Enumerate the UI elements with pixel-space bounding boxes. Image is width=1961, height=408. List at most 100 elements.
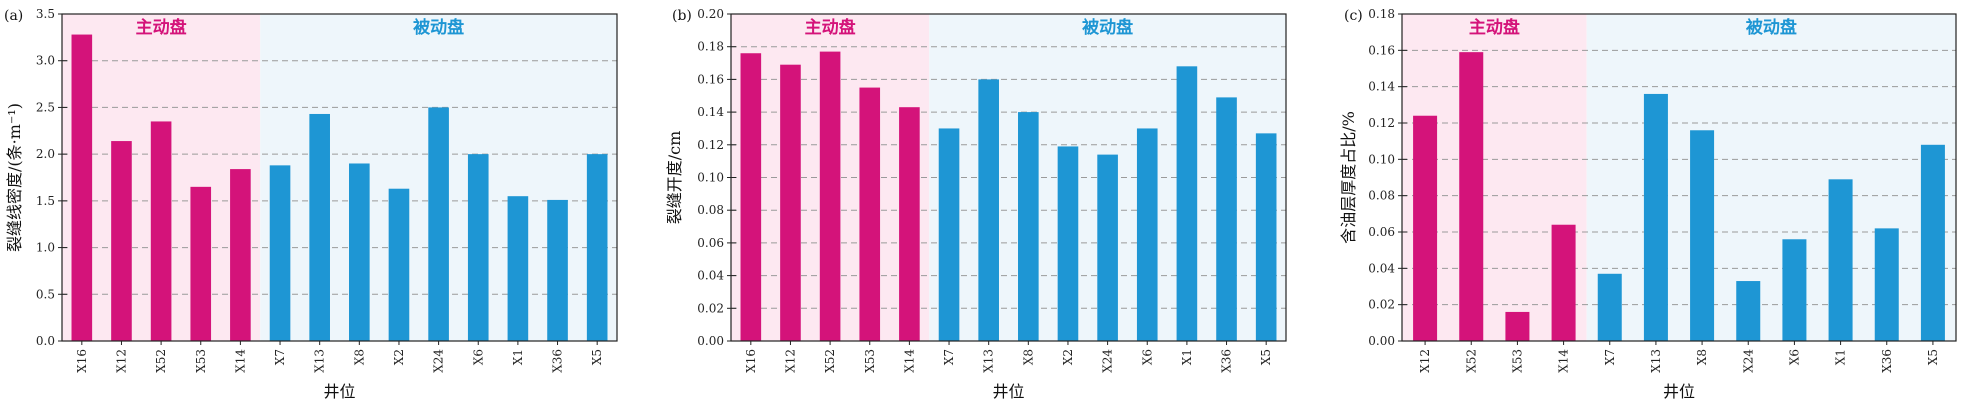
bar-X12: [1413, 115, 1438, 341]
y-tick-label: 0.00: [697, 334, 724, 348]
x-axis-title: 井位: [1663, 382, 1695, 401]
x-tick-label: X53: [194, 349, 208, 373]
bar-X24: [428, 107, 449, 341]
y-tick-label: 0.04: [1368, 261, 1395, 275]
y-tick-label: 1.5: [36, 194, 55, 208]
y-tick-label: 0.16: [697, 72, 724, 86]
bar-X6: [467, 154, 489, 341]
y-tick-label: 1.0: [36, 241, 55, 255]
x-tick-label: X5: [590, 349, 604, 365]
bar-X1: [507, 196, 529, 341]
y-axis-title: 含油层厚度占比/%: [1339, 111, 1358, 244]
bar-X16: [71, 34, 93, 341]
y-tick-label: 0.00: [1368, 334, 1395, 348]
y-tick-label: 0.5: [36, 287, 55, 301]
x-tick-label: X36: [1880, 349, 1894, 373]
chart-panel-1: 0.0 0.5 1.0 1.5 2.0 2.5 3.0 3.5 X16 X12 X52 X53 X14 X…: [4, 7, 618, 401]
active-region-label: 主动盘: [136, 17, 187, 38]
y-tick-label: 0.10: [697, 171, 724, 185]
bar-X8: [349, 163, 370, 341]
bar-X7: [938, 128, 960, 341]
bar-X7: [269, 165, 291, 341]
active-region-label: 主动盘: [805, 17, 856, 38]
bar-X14: [1551, 224, 1576, 341]
passive-region-label: 被动盘: [1082, 17, 1133, 38]
x-tick-label: X53: [863, 349, 877, 373]
bar-X36: [1874, 228, 1899, 341]
bar-X12: [780, 64, 801, 341]
bar-X52: [1459, 52, 1484, 342]
bar-X13: [1643, 93, 1668, 341]
x-tick-label: X12: [1418, 349, 1432, 373]
y-axis-title: 裂缝开度/cm: [665, 131, 684, 225]
bar-X5: [1920, 144, 1945, 341]
y-tick-label: 0.12: [1368, 116, 1395, 130]
y-tick-label: 0.14: [1368, 80, 1395, 94]
x-tick-label: X1: [1180, 349, 1194, 365]
bar-X12: [111, 141, 132, 341]
y-tick-label: 0.08: [697, 203, 724, 217]
y-axis-title: 裂缝线密度/(条·m⁻¹): [5, 103, 24, 252]
y-tick-label: 0.10: [1368, 152, 1395, 166]
x-tick-label: X2: [392, 349, 406, 365]
panel-label: (a): [4, 8, 23, 24]
x-tick-label: X53: [1510, 349, 1524, 373]
y-tick-label: 2.5: [36, 100, 55, 114]
x-tick-label: X7: [1603, 349, 1617, 365]
y-tick-label: 3.0: [36, 54, 55, 68]
x-tick-label: X16: [75, 349, 89, 373]
x-tick-label: X2: [1061, 349, 1075, 365]
bar-X6: [1782, 239, 1807, 341]
x-tick-label: X36: [1220, 349, 1234, 373]
y-tick-label: 0.08: [1368, 189, 1395, 203]
y-tick-label: 0.12: [697, 138, 724, 152]
bar-X7: [1597, 273, 1622, 341]
y-tick-label: 0.06: [1368, 225, 1395, 239]
bar-X1: [1828, 179, 1853, 341]
x-tick-label: X13: [313, 349, 327, 373]
x-tick-label: X8: [352, 349, 366, 365]
y-tick-label: 0.06: [697, 236, 724, 250]
panel-label: (b): [672, 8, 692, 24]
x-tick-label: X13: [1649, 349, 1663, 373]
bar-X14: [230, 169, 251, 341]
panel-label: (c): [1344, 8, 1363, 24]
x-tick-label: X6: [1140, 349, 1154, 365]
x-tick-label: X36: [551, 349, 565, 373]
bar-X53: [859, 87, 881, 341]
x-tick-label: X5: [1926, 349, 1940, 365]
y-tick-label: 0.18: [1368, 7, 1395, 21]
bar-X13: [978, 79, 999, 342]
plot-frame: [61, 13, 618, 342]
y-tick-label: 0.16: [1368, 43, 1395, 57]
y-tick-label: 0.14: [697, 105, 724, 119]
x-axis-title: 井位: [992, 382, 1024, 401]
x-tick-label: X1: [1834, 349, 1848, 365]
bar-X52: [150, 121, 172, 341]
y-tick-label: 0.04: [697, 269, 724, 283]
bar-X5: [586, 154, 608, 341]
bar-X13: [309, 113, 330, 342]
x-tick-label: X6: [1787, 349, 1801, 365]
chart-panel-3: 0.00 0.02 0.04 0.06 0.08 0.10 0.12 0.14 0.16 0.18…: [1339, 7, 1957, 401]
x-tick-label: X52: [154, 349, 168, 373]
x-axis-title: 井位: [323, 382, 355, 401]
bar-X16: [740, 53, 762, 342]
bar-X14: [899, 107, 920, 341]
x-tick-label: X8: [1021, 349, 1035, 365]
x-tick-label: X12: [783, 349, 797, 373]
y-tick-label: 3.5: [36, 7, 55, 21]
bar-X2: [388, 188, 410, 341]
bar-X8: [1690, 130, 1715, 341]
x-tick-label: X8: [1695, 349, 1709, 365]
bar-X8: [1018, 112, 1039, 341]
y-tick-label: 0.18: [697, 40, 724, 54]
x-tick-label: X7: [273, 349, 287, 365]
bar-X36: [547, 199, 568, 341]
y-tick-label: 0.02: [1368, 298, 1395, 312]
x-tick-label: X14: [1557, 349, 1571, 373]
x-tick-label: X5: [1259, 349, 1273, 365]
bar-X2: [1057, 146, 1079, 341]
